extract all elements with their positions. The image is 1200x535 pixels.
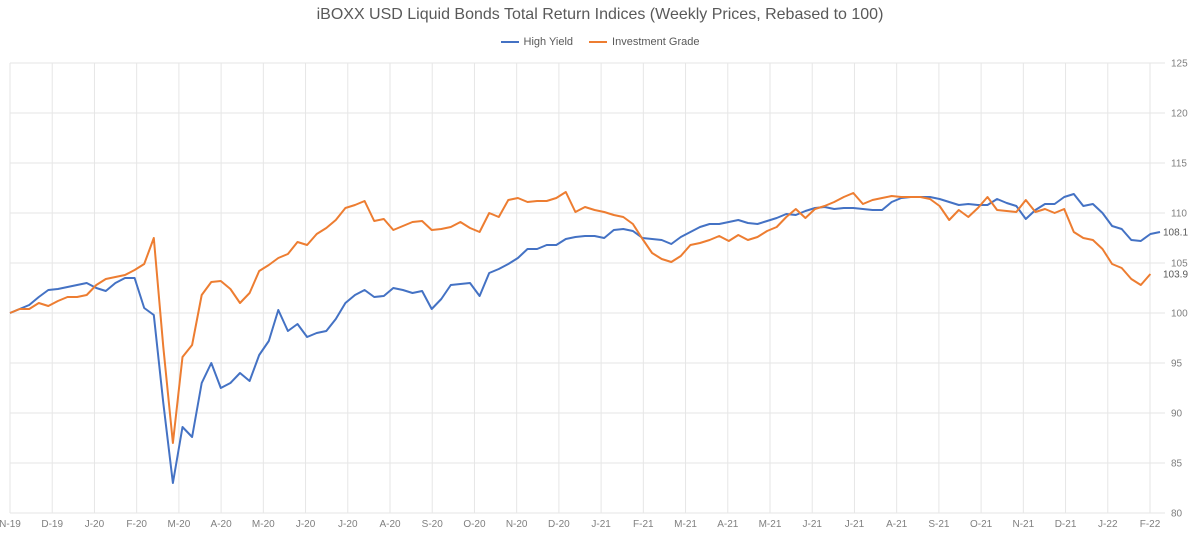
x-tick-label: J-21: [802, 519, 822, 530]
series-line-investment-grade: [9, 191, 1152, 444]
x-tick-label: A-20: [379, 519, 401, 530]
x-tick-label: M-21: [759, 519, 782, 530]
x-tick-label: S-20: [422, 519, 444, 530]
x-tick-label: J-21: [845, 519, 865, 530]
chart-title: iBOXX USD Liquid Bonds Total Return Indi…: [316, 6, 884, 23]
y-tick-label: 125: [1171, 59, 1188, 70]
x-tick-label: M-20: [167, 519, 190, 530]
chart-legend: High Yield Investment Grade: [0, 36, 1200, 48]
x-tick-label: J-20: [338, 519, 358, 530]
y-tick-label: 105: [1171, 259, 1188, 270]
x-tick-label: D-20: [548, 519, 570, 530]
y-tick-label: 90: [1171, 409, 1183, 420]
y-tick-label: 95: [1171, 359, 1183, 370]
legend-swatch-investment-grade: [589, 41, 608, 43]
legend-label-high-yield: High Yield: [523, 36, 574, 48]
y-tick-label: 85: [1171, 459, 1183, 470]
x-tick-label: N-20: [506, 519, 528, 530]
end-value-label: 103.9: [1163, 270, 1188, 281]
y-tick-label: 100: [1171, 309, 1188, 320]
end-value-label: 108.1: [1163, 228, 1188, 239]
x-tick-label: J-20: [296, 519, 316, 530]
x-tick-label: A-21: [886, 519, 908, 530]
legend-label-investment-grade: Investment Grade: [612, 36, 700, 48]
x-tick-label: O-20: [463, 519, 486, 530]
legend-item-investment-grade: Investment Grade: [589, 36, 699, 48]
x-tick-label: F-21: [633, 519, 654, 530]
x-tick-label: F-20: [126, 519, 147, 530]
y-tick-label: 115: [1171, 159, 1187, 170]
x-tick-label: N-21: [1012, 519, 1034, 530]
legend-swatch-high-yield: [500, 41, 519, 43]
x-tick-label: J-21: [591, 519, 611, 530]
x-tick-label: A-20: [211, 519, 233, 530]
y-tick-label: 80: [1171, 509, 1183, 520]
x-tick-label: M-20: [252, 519, 275, 530]
x-tick-label: S-21: [928, 519, 950, 530]
x-tick-label: A-21: [717, 519, 739, 530]
x-tick-label: O-21: [970, 519, 993, 530]
x-tick-label: J-22: [1098, 519, 1118, 530]
y-tick-label: 120: [1171, 109, 1188, 120]
legend-item-high-yield: High Yield: [500, 36, 574, 48]
x-tick-label: D-21: [1055, 519, 1077, 530]
series-line-high-yield: [9, 193, 1161, 484]
y-tick-label: 110: [1171, 209, 1187, 220]
x-tick-label: J-20: [85, 519, 105, 530]
x-tick-label: M-21: [674, 519, 697, 530]
x-tick-label: D-19: [41, 519, 63, 530]
x-tick-label: F-22: [1140, 519, 1161, 530]
x-tick-label: N-19: [0, 519, 21, 530]
